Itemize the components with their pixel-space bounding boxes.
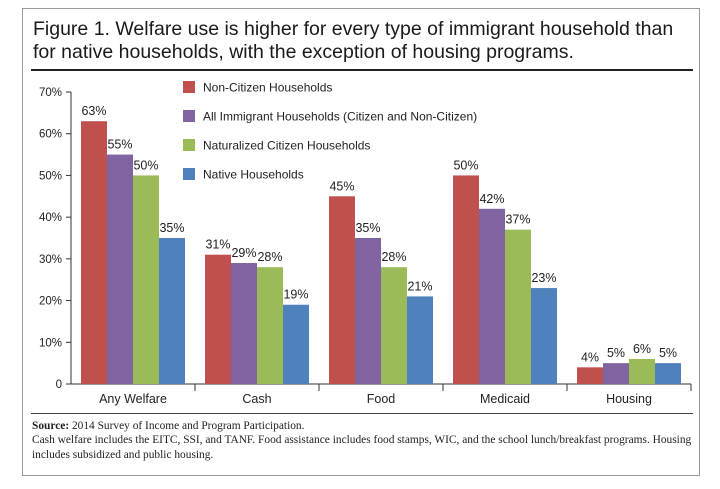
category-label: Food [367, 392, 396, 406]
bar [107, 154, 133, 384]
bar [231, 263, 257, 384]
data-label: 29% [231, 246, 256, 260]
bar [407, 296, 433, 384]
source-text: 2014 Survey of Income and Program Partic… [69, 420, 305, 432]
source-footnote: Cash welfare includes the EITC, SSI, and… [32, 434, 692, 461]
data-label: 23% [531, 271, 556, 285]
bar [505, 229, 531, 384]
category-label: Cash [242, 392, 271, 406]
bar [355, 238, 381, 384]
bar [329, 196, 355, 384]
data-label: 5% [607, 346, 625, 360]
bar [603, 363, 629, 384]
figure-title: Figure 1. Welfare use is higher for ever… [33, 18, 674, 63]
category-label: Any Welfare [99, 392, 167, 406]
legend-label: Native Households [203, 168, 304, 182]
data-label: 50% [133, 158, 158, 172]
bar [81, 121, 107, 384]
data-label: 28% [381, 250, 406, 264]
data-label: 42% [479, 192, 504, 206]
bar [629, 358, 655, 384]
legend-swatch [183, 139, 195, 151]
legend-swatch [183, 81, 195, 93]
data-label: 50% [453, 158, 478, 172]
bar [159, 238, 185, 384]
y-tick-label: 60% [39, 129, 62, 141]
data-label: 5% [659, 346, 677, 360]
bar [257, 267, 283, 384]
y-tick-label: 20% [39, 296, 62, 308]
data-label: 35% [355, 221, 380, 235]
data-label: 6% [633, 342, 651, 356]
bar [453, 175, 479, 384]
data-label: 28% [257, 250, 282, 264]
bar [479, 208, 505, 384]
data-label: 4% [581, 350, 599, 364]
data-label: 37% [505, 213, 530, 227]
bar [381, 267, 407, 384]
bar-chart: 010%20%30%40%50%60%70%63%55%50%35%Any We… [39, 81, 692, 406]
y-tick-label: 70% [39, 87, 62, 99]
source-note: Source: 2014 Survey of Income and Progra… [32, 419, 696, 462]
bar [133, 175, 159, 384]
data-label: 35% [159, 221, 184, 235]
legend-swatch [183, 110, 195, 122]
bar [655, 363, 681, 384]
legend-swatch [183, 168, 195, 180]
data-label: 45% [329, 179, 354, 193]
y-tick-label: 40% [39, 212, 62, 224]
footer-divider [31, 413, 693, 414]
data-label: 63% [81, 104, 106, 118]
category-label: Housing [606, 392, 652, 406]
data-label: 31% [205, 238, 230, 252]
source-label: Source: [32, 420, 70, 432]
title-divider [31, 69, 693, 71]
bar [577, 367, 603, 384]
data-label: 21% [407, 279, 432, 293]
bar [531, 288, 557, 384]
legend-label: Non-Citizen Households [203, 81, 332, 95]
y-tick-label: 30% [39, 254, 62, 266]
bar [205, 254, 231, 384]
category-label: Medicaid [480, 392, 530, 406]
legend-label: All Immigrant Households (Citizen and No… [203, 110, 477, 124]
bar [283, 304, 309, 384]
y-tick-label: 10% [39, 337, 62, 349]
legend-label: Naturalized Citizen Households [203, 139, 370, 153]
y-tick-label: 0 [56, 379, 62, 391]
figure-frame: Figure 1. Welfare use is higher for ever… [22, 8, 700, 476]
data-label: 55% [107, 138, 132, 152]
y-tick-label: 50% [39, 170, 62, 182]
data-label: 19% [283, 288, 308, 302]
